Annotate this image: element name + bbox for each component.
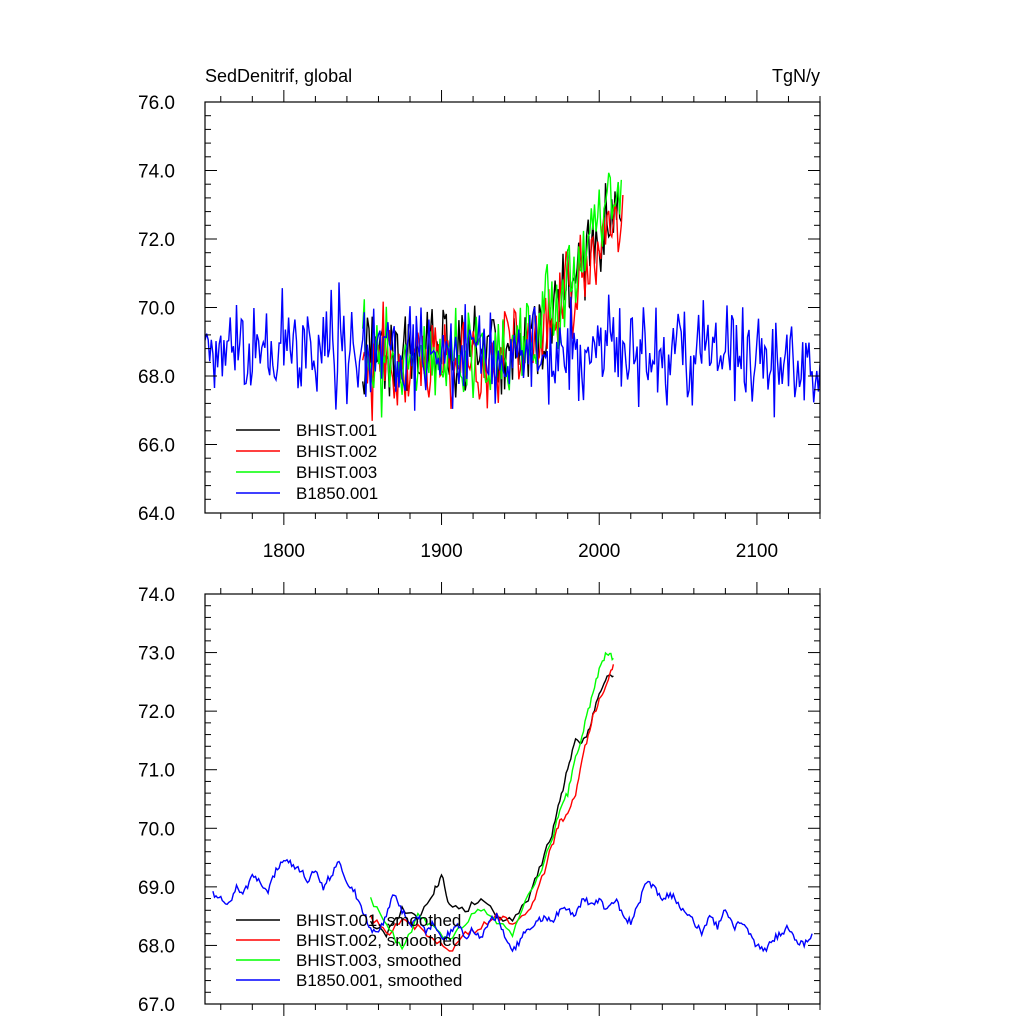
- chart-title: SedDenitrif, global: [205, 66, 352, 86]
- y-tick-label: 72.0: [138, 230, 175, 251]
- x-tick-label: 1800: [263, 541, 305, 562]
- y-tick-label: 74.0: [138, 585, 175, 606]
- y-tick-label: 72.0: [138, 702, 175, 723]
- y-tick-label: 66.0: [138, 436, 175, 457]
- y-tick-label: 69.0: [138, 878, 175, 899]
- y-tick-label: 71.0: [138, 761, 175, 782]
- units-label: TgN/y: [772, 66, 820, 86]
- top-panel: 1800 1900 2000 2100 64.0 66.0 68.0 70.0 72.0 74.0…: [138, 90, 821, 562]
- legend-label: BHIST.003: [296, 463, 377, 482]
- y-tick-label: 76.0: [138, 93, 175, 114]
- legend-label: BHIST.001, smoothed: [296, 911, 461, 930]
- legend-label: B1850.001, smoothed: [296, 971, 462, 990]
- x-tick-label: 2100: [736, 541, 778, 562]
- y-tick-label: 74.0: [138, 162, 175, 183]
- y-tick-label: 67.0: [138, 995, 175, 1016]
- y-tick-label: 68.0: [138, 367, 175, 388]
- x-tick-label: 2000: [578, 541, 620, 562]
- series-line-bhist-003-smoothed: [369, 651, 614, 951]
- series-line-b1850-001: [205, 282, 820, 418]
- x-tick-label: 1900: [420, 541, 462, 562]
- y-tick-label: 68.0: [138, 936, 175, 957]
- series-line-bhist-002-smoothed: [369, 664, 615, 952]
- legend-label: BHIST.002: [296, 442, 377, 461]
- legend-label: BHIST.003, smoothed: [296, 951, 461, 970]
- legend-label: BHIST.002, smoothed: [296, 931, 461, 950]
- y-tick-label: 73.0: [138, 644, 175, 665]
- y-tick-label: 70.0: [138, 819, 175, 840]
- bottom-panel: 67.0 68.0 69.0 70.0 71.0 72.0 73.0 74.0 BHIST.00…: [138, 582, 821, 1016]
- series-line-b1850-001-smoothed: [212, 858, 813, 953]
- series-line-bhist-001-smoothed: [369, 673, 614, 939]
- legend-label: B1850.001: [296, 484, 378, 503]
- y-tick-label: 70.0: [138, 299, 175, 320]
- plot-frame: [204, 593, 821, 1005]
- y-tick-label: 64.0: [138, 504, 175, 525]
- legend-label: BHIST.001: [296, 421, 377, 440]
